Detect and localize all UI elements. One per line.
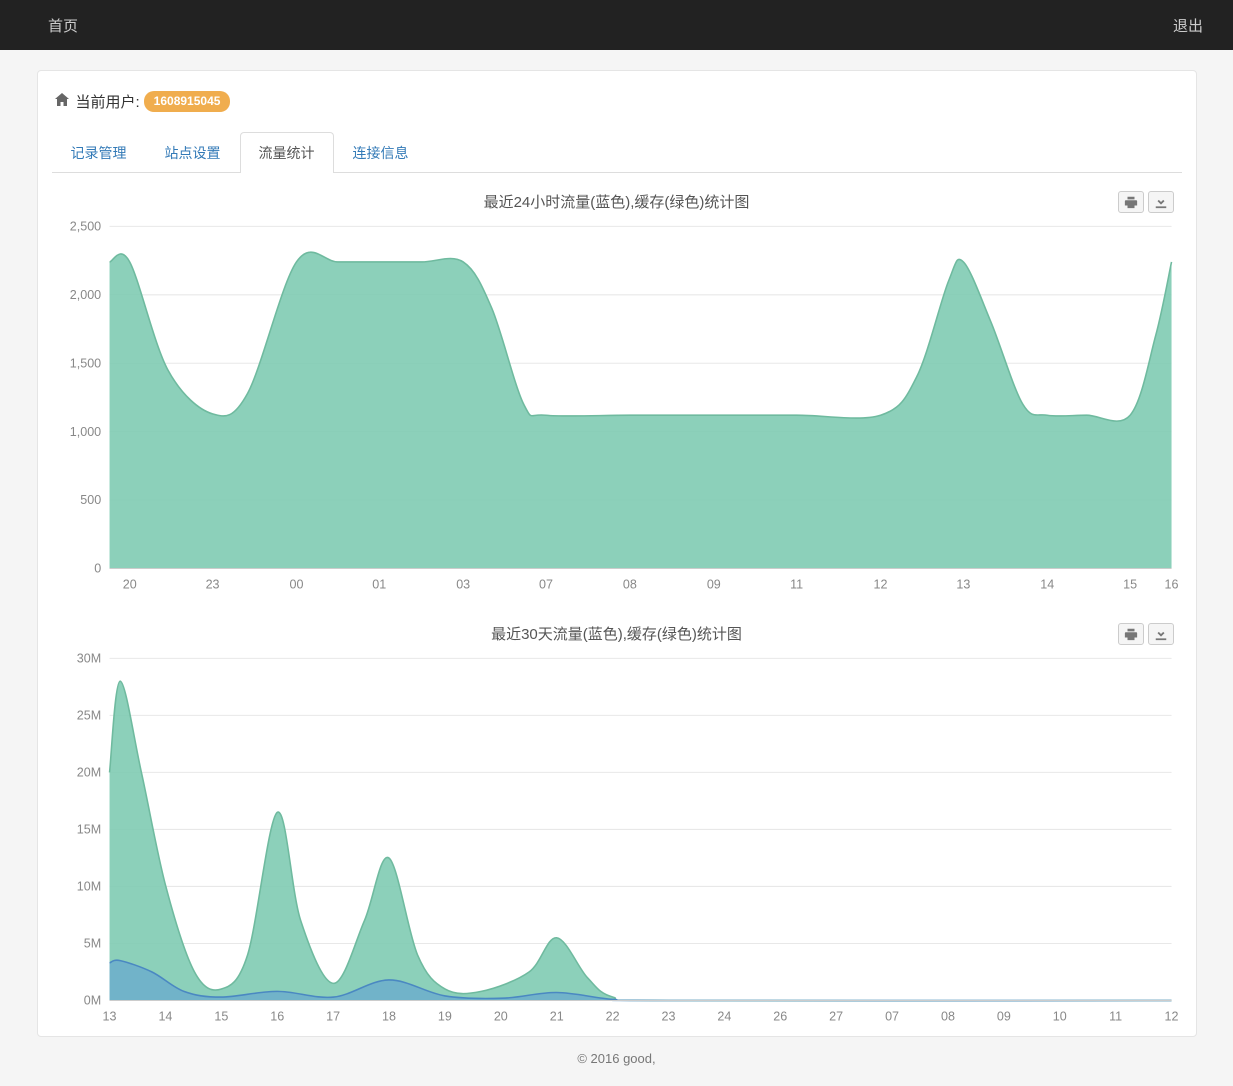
topbar: 首页 退出 <box>0 0 1233 50</box>
svg-text:25M: 25M <box>76 708 100 722</box>
svg-text:15: 15 <box>214 1009 228 1023</box>
svg-text:1,000: 1,000 <box>69 425 100 439</box>
svg-text:24: 24 <box>717 1009 731 1023</box>
svg-text:13: 13 <box>956 577 970 591</box>
svg-text:23: 23 <box>661 1009 675 1023</box>
svg-text:20: 20 <box>122 577 136 591</box>
svg-text:08: 08 <box>940 1009 954 1023</box>
download-icon[interactable] <box>1148 191 1174 213</box>
tab-记录管理[interactable]: 记录管理 <box>52 132 146 173</box>
svg-text:12: 12 <box>1164 1009 1178 1023</box>
home-icon <box>54 92 70 112</box>
nav-logout[interactable]: 退出 <box>1173 15 1203 36</box>
svg-text:1,500: 1,500 <box>69 356 100 370</box>
svg-text:15: 15 <box>1123 577 1137 591</box>
svg-text:15M: 15M <box>76 822 100 836</box>
svg-text:09: 09 <box>996 1009 1010 1023</box>
svg-text:14: 14 <box>1040 577 1054 591</box>
svg-text:30M: 30M <box>76 651 100 665</box>
download-icon[interactable] <box>1148 623 1174 645</box>
svg-text:2,500: 2,500 <box>69 220 100 234</box>
tab-连接信息[interactable]: 连接信息 <box>334 132 428 173</box>
svg-text:03: 03 <box>456 577 470 591</box>
nav-home[interactable]: 首页 <box>48 15 78 36</box>
svg-text:22: 22 <box>605 1009 619 1023</box>
svg-text:21: 21 <box>549 1009 563 1023</box>
chart-24h-section: 最近24小时流量(蓝色),缓存(绿色)统计图 0 500 1,000 1,500 2,0… <box>52 191 1182 595</box>
svg-text:13: 13 <box>102 1009 116 1023</box>
tab-流量统计[interactable]: 流量统计 <box>240 132 334 173</box>
print-icon[interactable] <box>1118 623 1144 645</box>
svg-text:27: 27 <box>829 1009 843 1023</box>
svg-text:11: 11 <box>790 577 803 591</box>
svg-text:00: 00 <box>289 577 303 591</box>
svg-text:26: 26 <box>773 1009 787 1023</box>
svg-text:01: 01 <box>372 577 386 591</box>
svg-text:12: 12 <box>873 577 887 591</box>
svg-text:08: 08 <box>622 577 636 591</box>
svg-text:11: 11 <box>1109 1009 1122 1023</box>
svg-text:14: 14 <box>158 1009 172 1023</box>
current-user-label: 当前用户: <box>76 91 140 112</box>
chart-24h-tools <box>1118 191 1174 213</box>
svg-text:5M: 5M <box>83 936 100 950</box>
footer-text: © 2016 good, <box>0 1037 1233 1086</box>
svg-text:20: 20 <box>493 1009 507 1023</box>
svg-text:17: 17 <box>326 1009 340 1023</box>
tabs: 记录管理站点设置流量统计连接信息 <box>52 132 1182 173</box>
svg-text:09: 09 <box>706 577 720 591</box>
svg-text:16: 16 <box>270 1009 284 1023</box>
svg-text:0: 0 <box>94 562 101 576</box>
chart-30d: 0M 5M 10M 15M 20M 25M 30M 13 14 15 16 17 18 19 20 21 22 2… <box>52 650 1182 1027</box>
svg-text:18: 18 <box>382 1009 396 1023</box>
chart-30d-section: 最近30天流量(蓝色),缓存(绿色)统计图 0M 5M 10M 15M 20M 25M 30… <box>52 623 1182 1027</box>
chart-30d-tools <box>1118 623 1174 645</box>
svg-text:19: 19 <box>437 1009 451 1023</box>
svg-text:10: 10 <box>1052 1009 1066 1023</box>
svg-text:10M: 10M <box>76 879 100 893</box>
chart-24h-title: 最近24小时流量(蓝色),缓存(绿色)统计图 <box>52 191 1182 212</box>
svg-text:20M: 20M <box>76 765 100 779</box>
chart-24h: 0 500 1,000 1,500 2,000 2,500 20 23 00 01 03 07 08 09… <box>52 218 1182 595</box>
svg-text:500: 500 <box>80 493 101 507</box>
svg-text:07: 07 <box>885 1009 899 1023</box>
user-id-badge: 1608915045 <box>144 91 231 112</box>
svg-text:0M: 0M <box>83 993 100 1007</box>
main-panel: 当前用户: 1608915045 记录管理站点设置流量统计连接信息 最近24小时… <box>37 70 1197 1037</box>
current-user-line: 当前用户: 1608915045 <box>52 91 1182 112</box>
svg-text:16: 16 <box>1164 577 1178 591</box>
svg-text:07: 07 <box>539 577 553 591</box>
chart-30d-title: 最近30天流量(蓝色),缓存(绿色)统计图 <box>52 623 1182 644</box>
tab-站点设置[interactable]: 站点设置 <box>146 132 240 173</box>
svg-text:2,000: 2,000 <box>69 288 100 302</box>
svg-text:23: 23 <box>205 577 219 591</box>
print-icon[interactable] <box>1118 191 1144 213</box>
